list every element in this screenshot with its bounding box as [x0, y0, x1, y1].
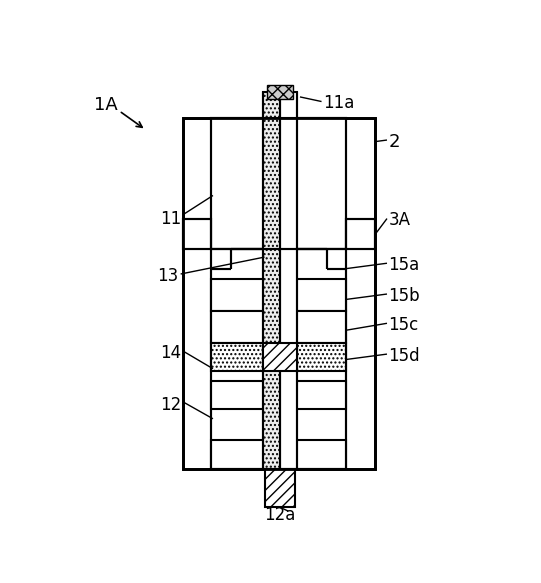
Text: 15b: 15b	[388, 287, 420, 304]
Text: 12: 12	[160, 396, 181, 414]
Text: 1A: 1A	[94, 96, 117, 114]
Bar	[183, 219, 212, 250]
Bar	[212, 118, 346, 250]
Bar	[265, 469, 295, 507]
Bar	[212, 440, 346, 469]
Bar	[263, 92, 280, 469]
Bar	[212, 343, 346, 371]
Bar	[212, 279, 346, 311]
Text: 13: 13	[157, 268, 179, 285]
Text: 3A: 3A	[388, 211, 411, 229]
Bar	[212, 118, 346, 250]
Bar	[183, 118, 375, 469]
Bar	[183, 219, 212, 250]
Bar	[267, 85, 293, 99]
Bar	[212, 250, 346, 469]
Bar	[263, 92, 297, 469]
Bar	[280, 92, 297, 469]
Text: 15c: 15c	[388, 316, 419, 334]
Text: 2: 2	[388, 132, 400, 150]
Bar	[263, 92, 280, 469]
Bar	[212, 311, 346, 343]
Text: 12a: 12a	[264, 506, 295, 524]
Bar	[183, 118, 375, 469]
Text: 14: 14	[160, 345, 181, 362]
Bar	[346, 219, 375, 250]
Text: 11: 11	[160, 209, 181, 227]
Bar	[346, 219, 375, 250]
Text: 15d: 15d	[388, 347, 420, 364]
Text: 11a: 11a	[323, 94, 354, 112]
Text: 15a: 15a	[388, 256, 420, 274]
Bar	[212, 381, 346, 409]
Bar	[263, 343, 297, 371]
Bar	[212, 250, 346, 469]
